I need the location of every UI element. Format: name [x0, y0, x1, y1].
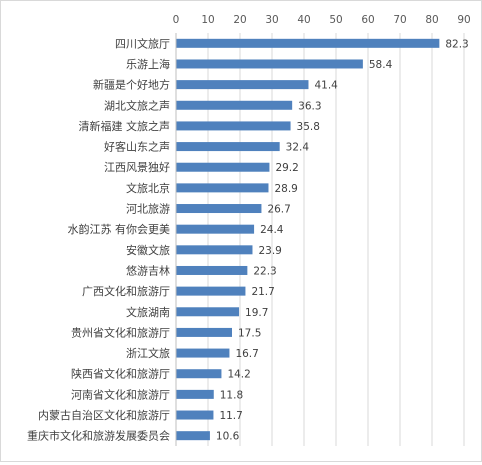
- data-label: 10.6: [216, 431, 240, 443]
- bar: [176, 389, 214, 399]
- bar: [176, 431, 210, 441]
- x-tick-label: 70: [393, 14, 406, 26]
- data-label: 29.2: [275, 162, 298, 174]
- bar: [176, 348, 230, 358]
- bars: [176, 38, 440, 441]
- category-label: 贵州省文化和旅游厅: [71, 325, 170, 339]
- bar: [176, 100, 293, 110]
- data-label: 41.4: [314, 80, 338, 92]
- x-tick-label: 80: [425, 14, 438, 26]
- category-label: 好客山东之声: [104, 140, 170, 154]
- x-tick-label: 20: [233, 14, 246, 26]
- category-label: 江西风景独好: [104, 160, 170, 174]
- data-label: 26.7: [267, 204, 290, 216]
- category-label: 清新福建 文旅之声: [79, 119, 171, 133]
- bar: [176, 121, 291, 131]
- bar: [176, 38, 440, 48]
- x-axis-ticks: 0 10 20 30 40 50 60 70 80 90: [173, 14, 471, 26]
- data-label: 28.9: [274, 183, 297, 195]
- category-label: 内蒙古自治区文化和旅游厅: [38, 408, 170, 422]
- category-label: 文旅北京: [126, 181, 170, 195]
- bar: [176, 327, 232, 337]
- bar: [176, 204, 262, 214]
- x-tick-label: 30: [265, 14, 278, 26]
- category-label: 安徽文旅: [126, 243, 170, 257]
- data-label: 24.4: [260, 224, 284, 236]
- category-label: 四川文旅厅: [115, 36, 170, 50]
- category-label: 重庆市文化和旅游发展委员会: [27, 429, 170, 443]
- bar: [176, 162, 270, 172]
- x-tick-label: 40: [297, 14, 310, 26]
- bar: [176, 286, 246, 296]
- category-label: 水韵江苏 有你会更美: [68, 222, 171, 236]
- category-label: 陕西省文化和旅游厅: [71, 367, 170, 381]
- category-label: 河南省文化和旅游厅: [71, 387, 170, 401]
- category-label: 乐游上海: [126, 57, 170, 71]
- data-label: 19.7: [245, 307, 268, 319]
- bar: [176, 307, 240, 317]
- data-label: 82.3: [445, 38, 468, 50]
- category-label: 文旅湖南: [126, 305, 170, 319]
- x-tick-label: 10: [201, 14, 214, 26]
- bar: [176, 80, 309, 90]
- data-labels: 82.3 58.4 41.4 36.3 35.8 32.4 29.2 28.9 26.7 24.4…: [216, 38, 469, 442]
- category-label: 新疆是个好地方: [93, 78, 170, 92]
- category-label: 悠游吉林: [126, 263, 170, 277]
- data-label: 58.4: [369, 59, 393, 71]
- bar: [176, 142, 280, 152]
- data-label: 16.7: [235, 348, 258, 360]
- data-label: 14.2: [227, 369, 250, 381]
- bar: [176, 369, 222, 379]
- category-label: 广西文化和旅游厅: [82, 284, 170, 298]
- data-label: 36.3: [298, 100, 321, 112]
- x-tick-label: 90: [457, 14, 470, 26]
- bar: [176, 410, 214, 420]
- gridlines: [207, 33, 465, 446]
- bar: [176, 245, 253, 255]
- data-label: 11.8: [220, 389, 243, 401]
- x-tick-label: 0: [173, 14, 180, 26]
- data-label: 11.7: [219, 410, 242, 422]
- bar: [176, 183, 269, 193]
- category-label: 湖北文旅之声: [104, 98, 170, 112]
- data-label: 23.9: [258, 245, 281, 257]
- data-label: 17.5: [238, 327, 261, 339]
- data-label: 32.4: [286, 142, 310, 154]
- category-label: 河北旅游: [126, 202, 170, 216]
- bar: [176, 59, 363, 69]
- data-label: 22.3: [253, 265, 276, 277]
- bar: [176, 265, 248, 275]
- category-label: 浙江文旅: [126, 346, 170, 360]
- bar: [176, 224, 255, 234]
- x-tick-label: 50: [329, 14, 342, 26]
- data-label: 21.7: [251, 286, 274, 298]
- x-tick-label: 60: [361, 14, 374, 26]
- data-label: 35.8: [297, 121, 320, 133]
